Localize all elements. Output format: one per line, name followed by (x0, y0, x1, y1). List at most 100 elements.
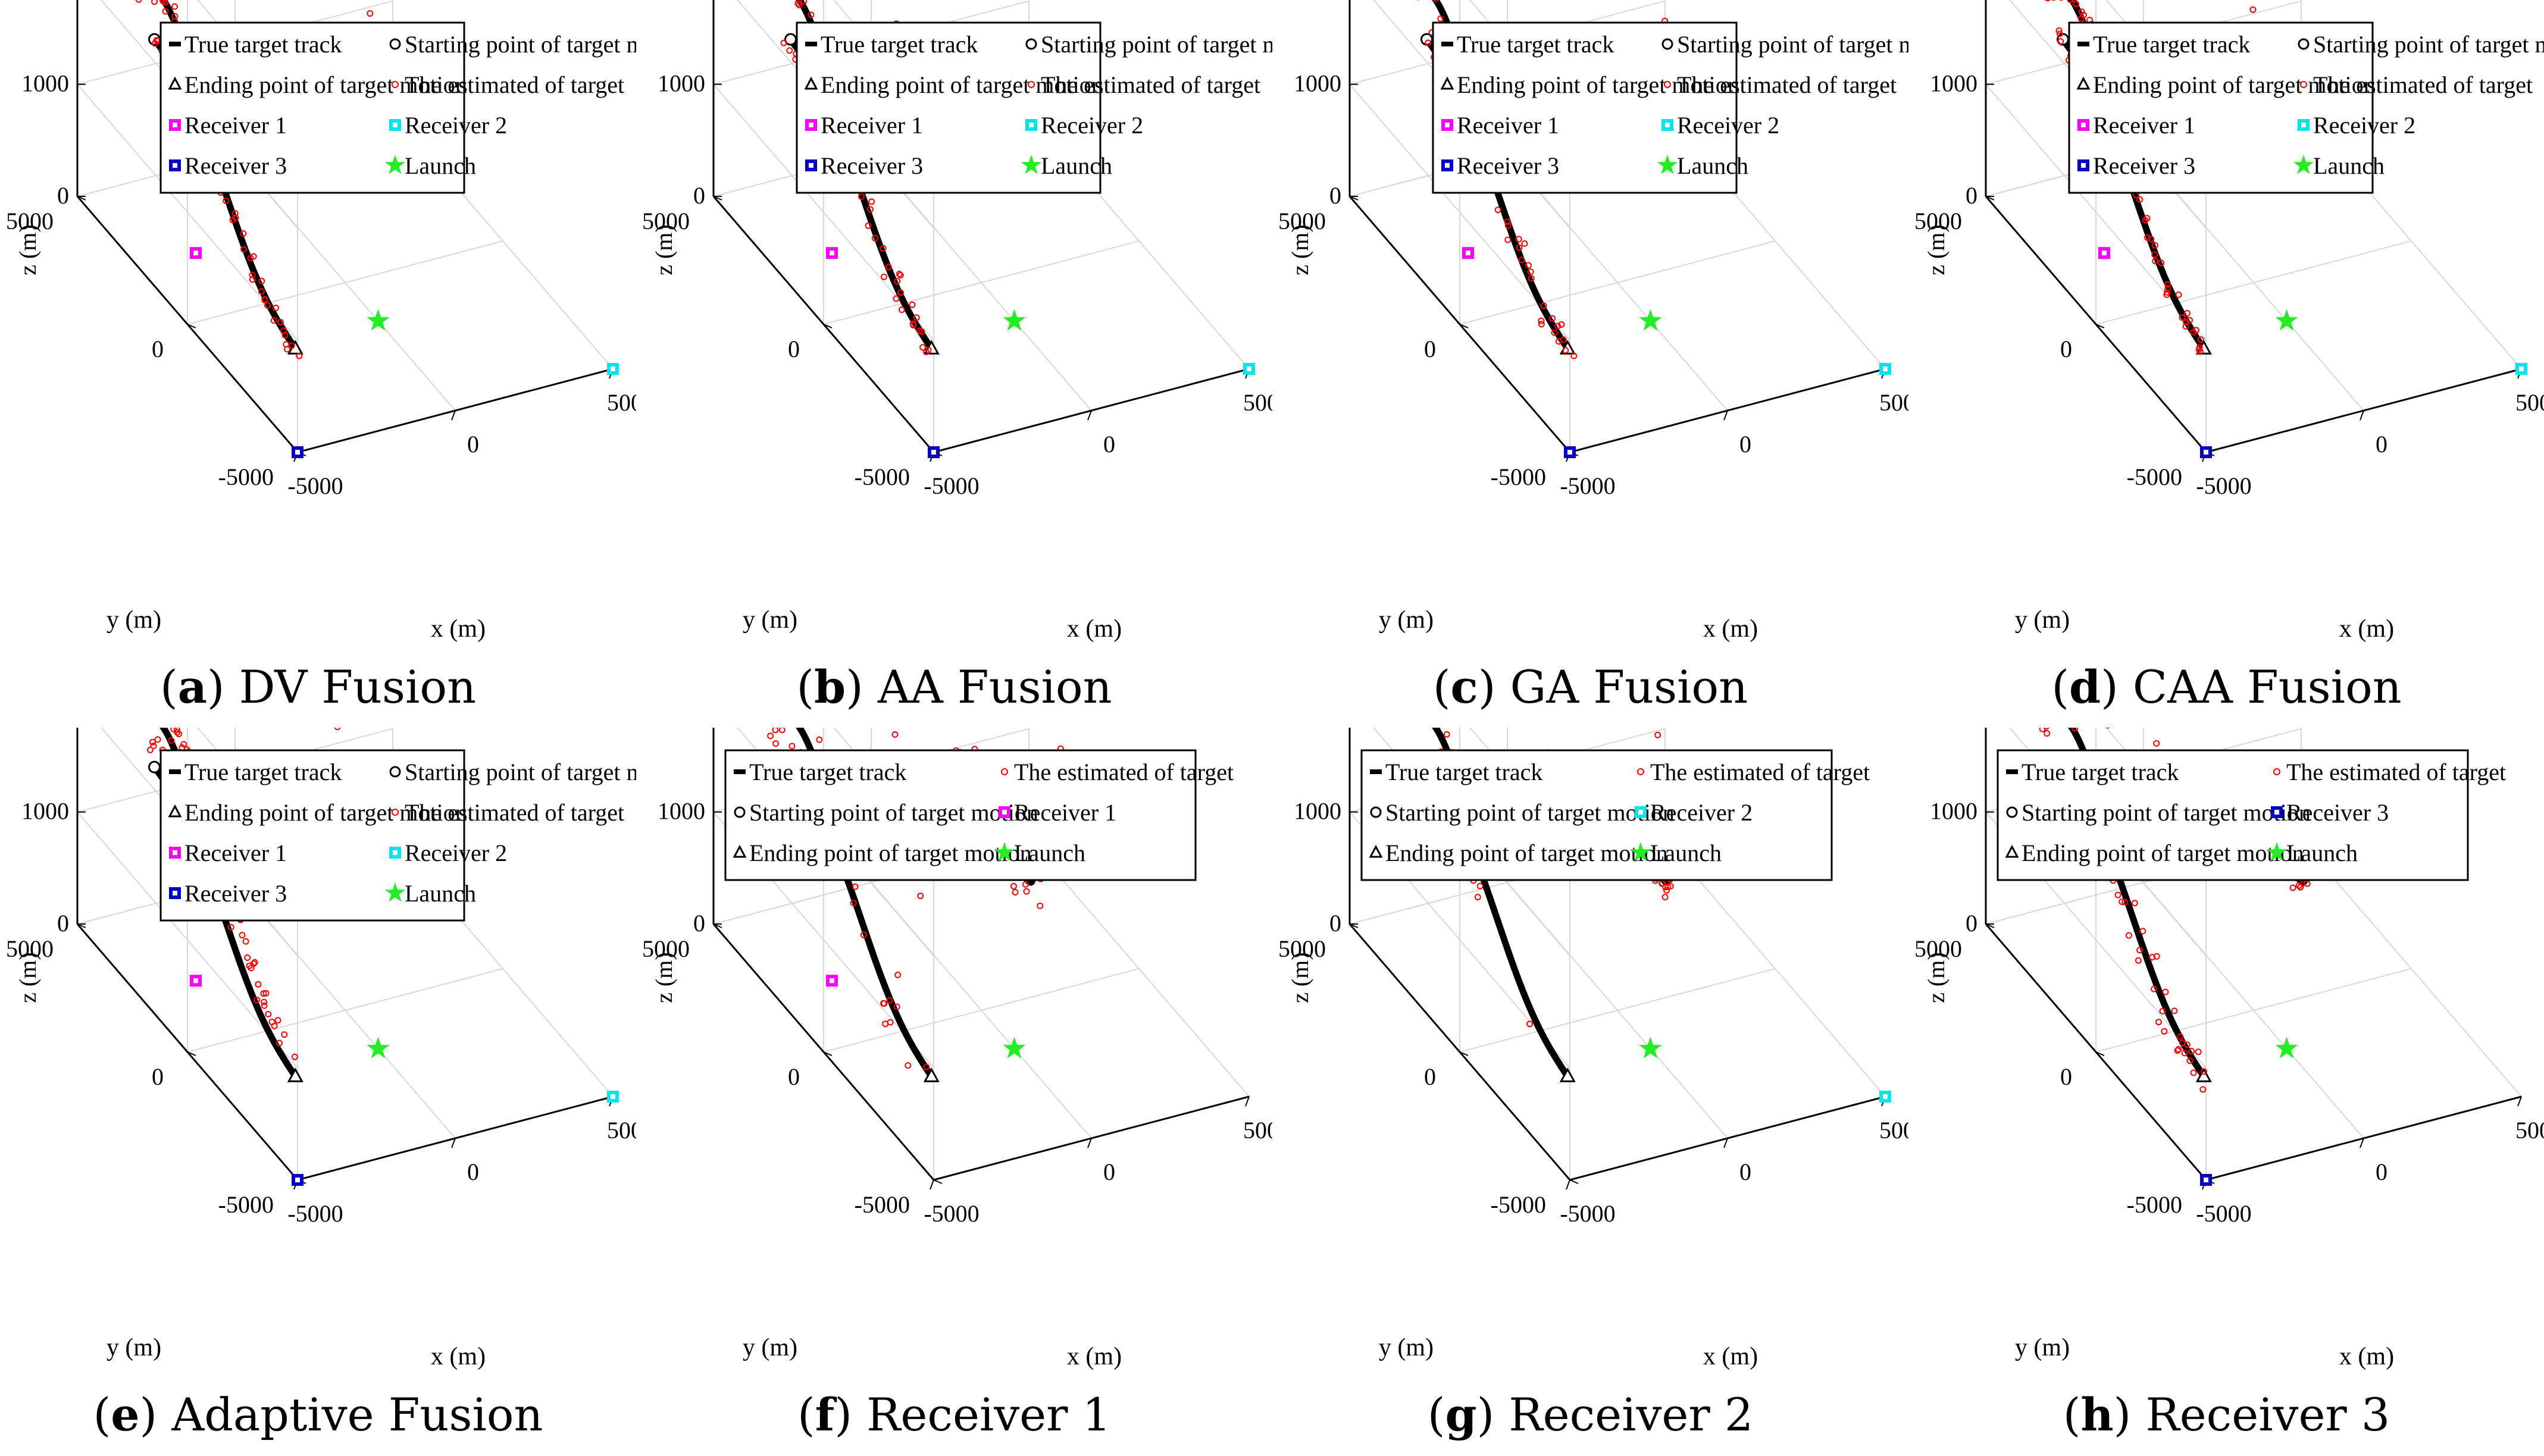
estimate-point (780, 39, 787, 46)
estimate-point (1504, 236, 1512, 243)
estimate-point (852, 883, 859, 890)
z-axis-label: z (m) (14, 224, 41, 275)
legend-label-r1: Receiver 1 (1457, 112, 1559, 139)
x-tick-label: 0 (1103, 1158, 1115, 1185)
launch-marker (1639, 1037, 1662, 1059)
estimate-point (162, 8, 169, 15)
x-tick-label: -5000 (1560, 1200, 1615, 1227)
receiver-2-marker-core (1247, 367, 1251, 371)
estimate-point (1549, 315, 1556, 322)
legend: True target track Starting point of targe… (2068, 21, 2544, 194)
estimate-point (2149, 954, 2156, 961)
legend-label-true: True target track (821, 31, 978, 58)
subfigure-title: ) GA Fusion (1478, 660, 1748, 713)
estimate-point (2119, 898, 2126, 905)
estimate-point (1432, 0, 1439, 2)
y-axis-label: y (m) (107, 606, 161, 634)
legend-symbol-launch (1021, 155, 1042, 174)
y-tick-label: 5000 (1278, 208, 1326, 234)
legend-label-r3: Receiver 3 (821, 152, 923, 179)
z-tick-label: 1000 (1930, 70, 1977, 97)
legend-symbol-end (1440, 76, 1454, 90)
subfigure-title: ) Receiver 1 (834, 1388, 1111, 1441)
legend-label-start: Starting point of target motion (1385, 799, 1675, 826)
z-axis-label: z (m) (650, 224, 677, 275)
y-tick-label: -5000 (2127, 464, 2182, 490)
x-axis-label: x (m) (1703, 615, 1758, 643)
legend-box (2068, 21, 2374, 194)
estimate-point (2295, 882, 2302, 889)
legend-label-end: Ending point of target motion (184, 799, 467, 826)
x-axis-label: x (m) (1067, 615, 1122, 643)
estimate-point (2162, 988, 2169, 995)
markers (2098, 247, 2527, 458)
legend-label-est: The estimated of target (1014, 759, 1234, 785)
subfigure-title: ) Receiver 2 (1476, 1388, 1754, 1441)
estimate-point (251, 959, 258, 966)
legend-box (159, 21, 465, 194)
estimate-point (1527, 268, 1534, 275)
legend-label-end: Ending point of target motion (2093, 71, 2376, 98)
legend-symbol-r3-core (173, 163, 177, 168)
estimate-point (1516, 244, 1523, 251)
estimate-point (2195, 1048, 2202, 1056)
estimate-point (923, 348, 930, 355)
estimate-point (882, 1020, 889, 1028)
estimate-point (2151, 985, 2158, 992)
launch-marker (1639, 309, 1662, 331)
estimate-point (2125, 932, 2132, 939)
estimate-point (868, 198, 875, 205)
estimate-point (1012, 889, 1019, 895)
legend-label-end: Ending point of target motion (749, 840, 1032, 866)
end-point-marker (287, 340, 303, 355)
estimate-point (893, 295, 900, 302)
estimate-point (2067, 0, 2074, 3)
receiver-2-marker-core (2519, 367, 2524, 371)
estimate-point (2045, 0, 2051, 2)
estimate-point (260, 990, 267, 997)
legend-label-true: True target track (749, 759, 906, 785)
estimate-point (2153, 740, 2160, 747)
launch-marker (2275, 1037, 2298, 1059)
z-tick-label: 0 (693, 182, 705, 209)
estimate-point (1528, 275, 1535, 282)
estimate-point (919, 344, 927, 351)
z-tick-label: 1000 (658, 70, 705, 97)
z-tick-label: 1000 (1294, 798, 1341, 825)
receiver-1-marker-core (193, 978, 198, 984)
y-tick-label: 5000 (6, 208, 54, 234)
estimate-point (786, 47, 793, 54)
launch-marker (1003, 309, 1026, 331)
estimate-point (1551, 329, 1558, 336)
y-axis-label: y (m) (1379, 606, 1434, 634)
estimate-point (244, 954, 251, 961)
legend-label-start: Starting point of target motion (1041, 31, 1272, 58)
estimate-point (229, 217, 236, 224)
x-tick-label: 0 (467, 1158, 479, 1185)
estimate-point (2055, 27, 2063, 34)
estimate-point (240, 246, 248, 253)
receiver-1-marker-core (830, 251, 834, 256)
z-tick-label: 0 (693, 910, 705, 937)
estimate-point (367, 10, 374, 17)
subfigure-title: ) CAA Fusion (2101, 660, 2402, 713)
legend: True target track Starting point of targe… (1432, 21, 1908, 194)
legend-symbol-start (1370, 806, 1382, 818)
x-axis-label: x (m) (431, 615, 486, 643)
estimate-point (1538, 321, 1545, 328)
estimate-point (261, 1002, 268, 1009)
estimate-point (162, 0, 169, 6)
estimate-point (180, 741, 187, 748)
estimate-point (255, 981, 262, 988)
estimate-point (2297, 884, 2304, 891)
estimate-point (168, 737, 175, 744)
estimate-point (2077, 15, 2085, 22)
estimate-point (897, 272, 904, 278)
legend-label-r2: Receiver 2 (2313, 112, 2415, 139)
